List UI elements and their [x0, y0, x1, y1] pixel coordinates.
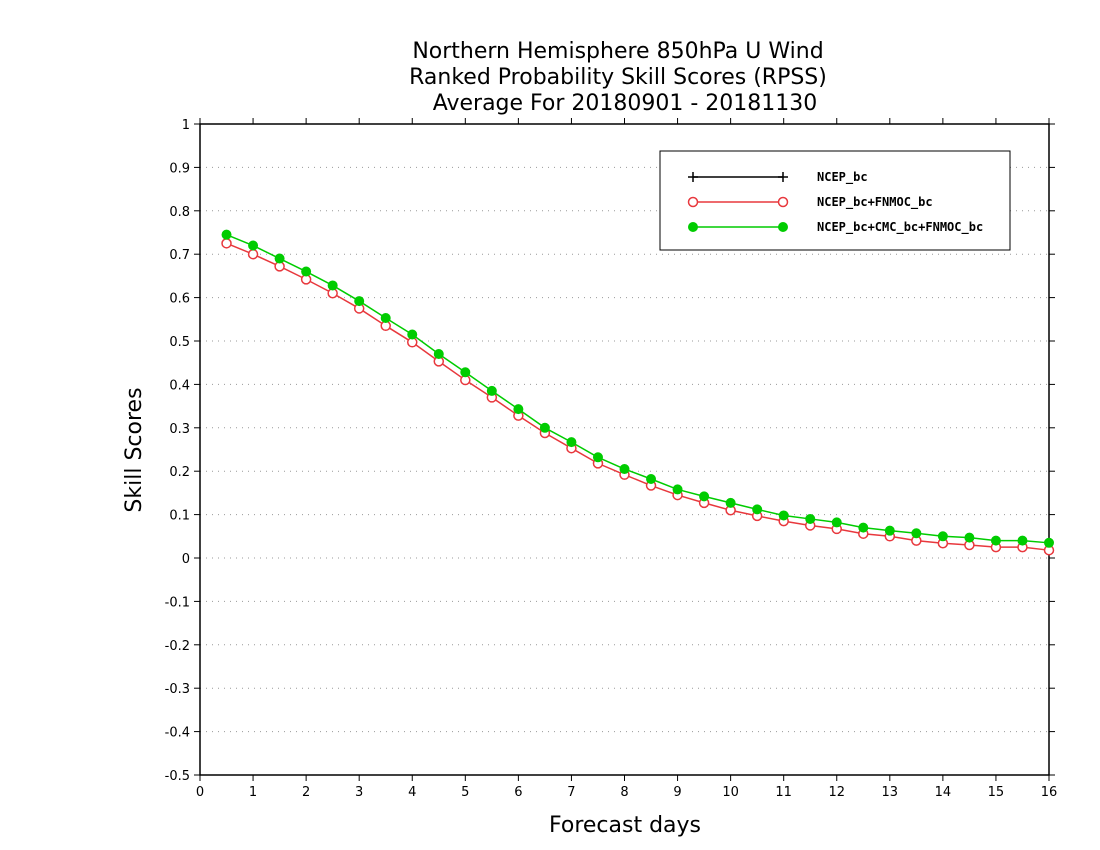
data-point: [380, 312, 391, 323]
x-tick-label: 12: [828, 785, 845, 800]
x-tick-label: 13: [882, 785, 899, 800]
x-tick-label: 9: [673, 785, 681, 800]
plot-area-frame: [199, 123, 1050, 776]
y-tick-label: 0.9: [169, 161, 190, 176]
y-tick-label: 0.6: [169, 292, 190, 307]
legend-marker: [688, 222, 698, 232]
legend-marker: [687, 196, 699, 208]
data-point: [884, 525, 895, 536]
y-tick-label: -0.4: [165, 726, 190, 741]
data-point: [725, 497, 736, 508]
x-tick-label: 7: [567, 785, 575, 800]
data-point: [778, 510, 789, 521]
legend-label: NCEP_bc+FNMOC_bc: [817, 195, 933, 210]
legend-marker: [688, 172, 698, 182]
data-point: [327, 280, 338, 291]
legend: NCEP_bc NCEP_bc+FNMOC_bc NCEP_bc+CMC_bc+FN…: [659, 150, 1011, 251]
title-line-1: Northern Hemisphere 850hPa U Wind: [412, 39, 823, 64]
x-axis-label: Forecast days: [549, 813, 701, 838]
legend-marker: [778, 222, 788, 232]
legend-label: NCEP_bc: [817, 170, 868, 185]
y-tick-label: -0.3: [165, 682, 190, 697]
data-point: [407, 329, 418, 340]
data-point: [699, 491, 710, 502]
data-point: [672, 484, 683, 495]
gridlines: [200, 166, 1049, 733]
y-tick-label: 0.7: [169, 248, 190, 263]
x-tick-label: 15: [988, 785, 1005, 800]
y-tick-label: -0.5: [165, 769, 190, 784]
data-point: [513, 404, 524, 415]
data-point: [858, 522, 869, 533]
legend-item: NCEP_bc+CMC_bc+FNMOC_bc: [688, 220, 983, 235]
title-line-2: Ranked Probability Skill Scores (RPSS): [409, 65, 827, 90]
title-line-3: Average For 20180901 - 20181130: [433, 91, 818, 116]
chart-title: Northern Hemisphere 850hPa U Wind Ranked…: [409, 39, 827, 116]
data-point: [646, 474, 657, 485]
data-point: [486, 385, 497, 396]
x-axis-ticks: 0 1 2 3 4 5 6 7 8 9 10 11 12 13 14 15 16: [196, 118, 1057, 800]
series-line: [226, 233, 1050, 544]
x-tick-label: 14: [935, 785, 952, 800]
series-1: [221, 238, 1055, 556]
legend-marker: [777, 196, 789, 208]
x-tick-label: 2: [302, 785, 310, 800]
data-point: [460, 367, 471, 378]
data-point: [221, 229, 232, 240]
series-line: [226, 242, 1050, 551]
data-point: [1017, 535, 1028, 546]
y-tick-label: 1: [182, 118, 190, 133]
y-axis-ticks: -0.5 -0.4 -0.3 -0.2 -0.1 0 0.1 0.2 0.3 0.4 0.5 0.6 0…: [165, 118, 1055, 784]
legend-item: NCEP_bc: [688, 170, 868, 185]
y-tick-label: 0.8: [169, 205, 190, 220]
legend-item: NCEP_bc+FNMOC_bc: [687, 195, 933, 210]
x-tick-label: 4: [408, 785, 416, 800]
data-point: [248, 240, 259, 251]
data-point: [937, 531, 948, 542]
y-tick-label: 0.2: [169, 465, 190, 480]
data-point: [354, 296, 365, 307]
data-point: [592, 452, 603, 463]
y-tick-label: -0.2: [165, 639, 190, 654]
y-tick-label: 0.4: [169, 378, 190, 393]
data-point: [990, 535, 1001, 546]
data-point: [301, 266, 312, 277]
legend-box: [659, 150, 1011, 251]
x-tick-label: 6: [514, 785, 522, 800]
data-point: [539, 422, 550, 433]
x-tick-label: 11: [775, 785, 792, 800]
y-tick-label: 0: [182, 552, 190, 567]
y-axis-label: Skill Scores: [122, 387, 147, 512]
legend-marker: [778, 172, 788, 182]
data-point: [221, 238, 232, 249]
data-point: [274, 253, 285, 264]
series-2: [221, 229, 1054, 548]
data-point: [433, 349, 444, 360]
data-point: [619, 464, 630, 475]
data-point: [247, 248, 259, 260]
x-tick-label: 1: [249, 785, 257, 800]
data-point: [805, 513, 816, 524]
x-tick-label: 5: [461, 785, 469, 800]
y-tick-label: 0.1: [169, 509, 190, 524]
y-tick-label: 0.3: [169, 422, 190, 437]
data-point: [911, 528, 922, 539]
legend-label: NCEP_bc+CMC_bc+FNMOC_bc: [817, 220, 983, 235]
data-point: [752, 504, 763, 515]
data-point: [831, 517, 842, 528]
data-point: [1044, 537, 1054, 548]
x-tick-label: 10: [722, 785, 739, 800]
x-tick-label: 0: [196, 785, 204, 800]
series-layer: [221, 229, 1055, 556]
data-point: [566, 437, 577, 448]
data-point: [964, 532, 975, 543]
x-tick-label: 8: [620, 785, 628, 800]
y-tick-label: -0.1: [165, 595, 190, 610]
x-tick-label: 3: [355, 785, 363, 800]
x-tick-label: 16: [1041, 785, 1058, 800]
y-tick-label: 0.5: [169, 335, 190, 350]
